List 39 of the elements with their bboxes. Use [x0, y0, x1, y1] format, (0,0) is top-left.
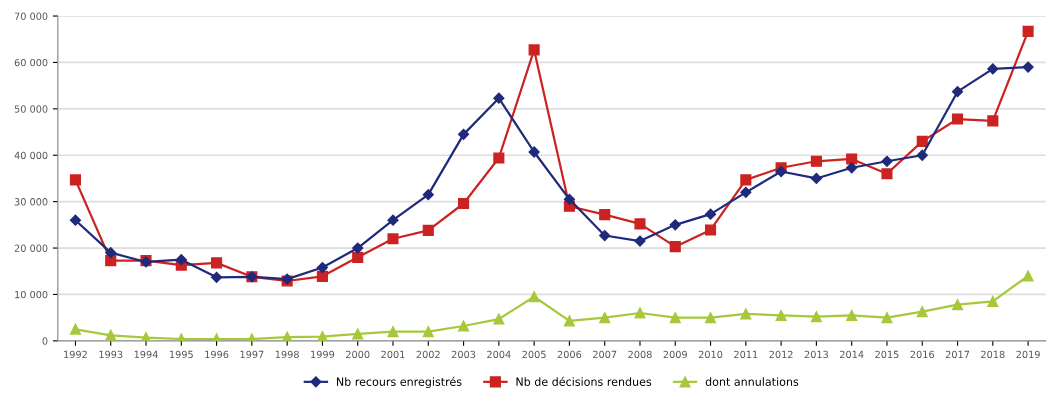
- x-tick-label: 1992: [64, 350, 87, 359]
- x-tick-label: 2011: [734, 350, 758, 359]
- y-tick-label: 20 000: [14, 244, 48, 252]
- x-tick-label: 1999: [311, 350, 335, 359]
- x-tick-label: 1995: [169, 350, 193, 359]
- y-tick-label: 40 000: [14, 151, 48, 160]
- x-tick-label: 2000: [346, 350, 370, 359]
- x-tick-label: 2005: [522, 350, 546, 359]
- x-tick-label: 1997: [240, 350, 264, 359]
- x-tick-label: 2019: [1016, 350, 1040, 359]
- y-tick-label: 60 000: [14, 58, 48, 67]
- y-tick-label: 70 000: [14, 12, 48, 20]
- legend-label: Nb de décisions rendues: [516, 376, 652, 386]
- y-tick-label: 0: [42, 337, 48, 345]
- x-tick-label: 2016: [910, 350, 935, 359]
- legend-label: dont annulations: [705, 377, 799, 386]
- x-tick-label: 2013: [804, 350, 828, 359]
- x-tick-label: 1994: [134, 350, 158, 359]
- x-tick-label: 2008: [628, 350, 652, 359]
- x-tick-label: 2009: [663, 350, 687, 359]
- x-tick-label: 2017: [945, 350, 970, 359]
- x-tick-label: 1996: [205, 350, 229, 359]
- x-tick-label: 2004: [487, 350, 511, 359]
- y-tick-label: 30 000: [14, 198, 48, 206]
- x-tick-label: 2006: [557, 350, 582, 359]
- x-tick-label: 2014: [840, 350, 864, 359]
- y-tick-label: 50 000: [14, 105, 48, 113]
- x-tick-label: 2018: [981, 350, 1005, 359]
- x-tick-label: 2001: [381, 350, 405, 359]
- x-tick-label: 1993: [99, 350, 123, 359]
- x-tick-label: 2003: [451, 350, 476, 359]
- x-tick-label: 2012: [769, 350, 793, 359]
- x-tick-label: 2002: [416, 350, 440, 359]
- x-tick-label: 2015: [875, 350, 899, 359]
- legend-label: Nb recours enregistrés: [336, 376, 462, 389]
- x-tick-label: 2007: [593, 350, 617, 359]
- x-tick-label: 1998: [275, 350, 299, 359]
- x-tick-label: 2010: [698, 350, 723, 359]
- y-tick-label: 10 000: [15, 290, 48, 299]
